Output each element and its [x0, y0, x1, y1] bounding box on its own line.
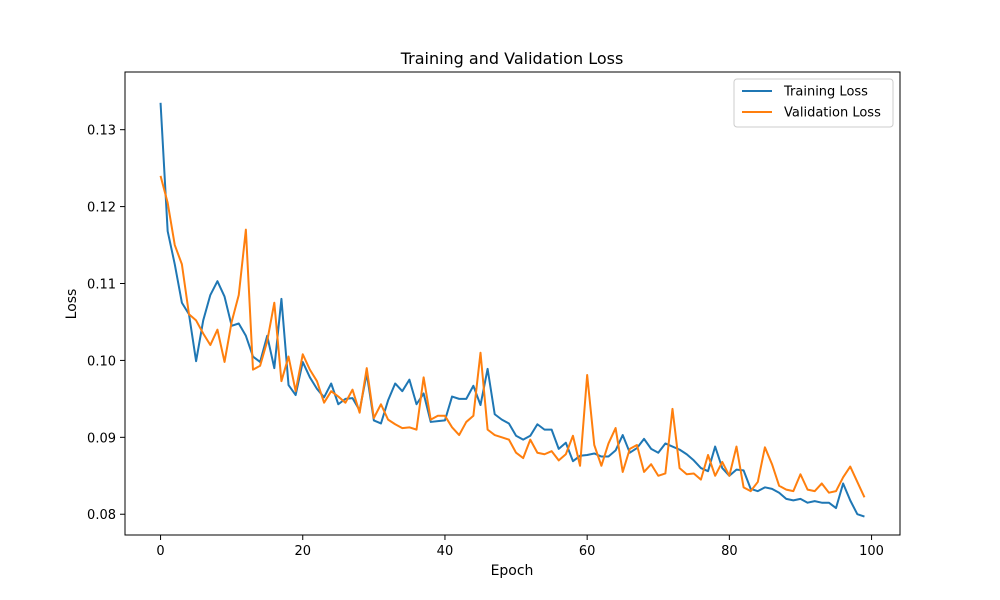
- x-tick-label: 100: [859, 544, 884, 559]
- y-tick-label: 0.11: [87, 278, 116, 293]
- y-tick-label: 0.13: [87, 124, 116, 139]
- legend-label-1: Training Loss: [783, 85, 868, 100]
- legend: Training Loss Validation Loss: [733, 78, 894, 128]
- chart-title: Training and Validation Loss: [400, 49, 624, 68]
- y-tick-label: 0.12: [87, 201, 116, 216]
- series-layer: [159, 102, 866, 518]
- x-tick-label: 0: [156, 544, 164, 559]
- plot-frame: [124, 71, 901, 536]
- x-tick-label: 60: [579, 544, 596, 559]
- y-axis-ticks: 0.08 0.09 0.10 0.11 0.12 0.13: [87, 124, 125, 523]
- y-axis-label: Loss: [64, 289, 80, 320]
- y-tick-label: 0.10: [87, 354, 116, 369]
- x-tick-label: 40: [437, 544, 454, 559]
- y-tick-label: 0.08: [87, 508, 116, 523]
- x-axis-ticks: 0 20 40 60 80 100: [156, 535, 884, 559]
- legend-label-2: Validation Loss: [784, 106, 881, 121]
- legend-box: [733, 78, 894, 128]
- x-tick-label: 20: [294, 544, 311, 559]
- x-axis-label: Epoch: [491, 563, 534, 579]
- series-line-2: [159, 175, 866, 498]
- y-tick-label: 0.09: [87, 431, 116, 446]
- x-tick-label: 80: [721, 544, 738, 559]
